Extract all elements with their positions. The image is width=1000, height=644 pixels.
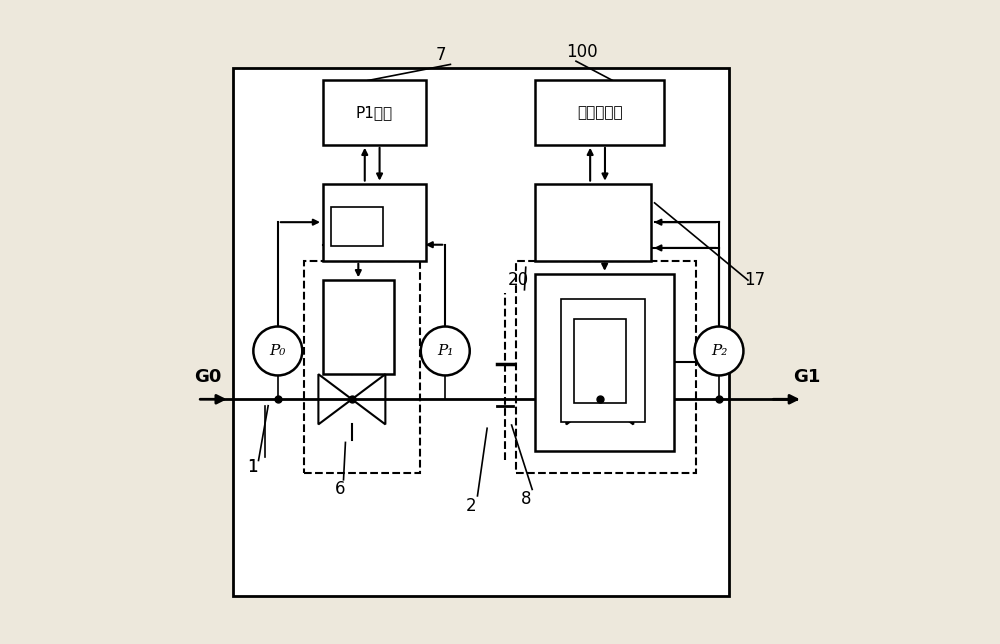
- Bar: [561, 299, 645, 422]
- Bar: [574, 319, 626, 402]
- Text: 6: 6: [335, 480, 346, 498]
- Text: P₂: P₂: [711, 344, 727, 358]
- Text: P₁: P₁: [437, 344, 453, 358]
- Text: G0: G0: [194, 368, 221, 386]
- Bar: [535, 274, 674, 451]
- Text: 17: 17: [744, 271, 765, 289]
- Text: G1: G1: [793, 368, 820, 386]
- Text: 1: 1: [247, 458, 257, 476]
- Bar: [516, 261, 696, 473]
- Text: 4: 4: [730, 342, 740, 360]
- Bar: [233, 68, 729, 596]
- Circle shape: [421, 327, 470, 375]
- Bar: [323, 184, 426, 261]
- Text: 2: 2: [466, 497, 476, 515]
- Bar: [323, 280, 394, 374]
- Text: 3: 3: [446, 342, 457, 360]
- Circle shape: [253, 327, 302, 375]
- Bar: [331, 207, 383, 246]
- Circle shape: [694, 327, 743, 375]
- Text: 位移量设定: 位移量设定: [577, 105, 623, 120]
- Text: 5: 5: [256, 342, 267, 360]
- Text: 8: 8: [521, 490, 531, 508]
- Bar: [535, 184, 651, 261]
- Text: P₀: P₀: [270, 344, 286, 358]
- Text: 100: 100: [567, 43, 598, 61]
- Text: 1: 1: [247, 458, 257, 476]
- Bar: [304, 261, 420, 473]
- Text: 7: 7: [436, 46, 446, 64]
- Bar: [323, 80, 426, 145]
- Bar: [535, 80, 664, 145]
- Text: 20: 20: [507, 271, 529, 289]
- Text: P1设定: P1设定: [356, 105, 393, 120]
